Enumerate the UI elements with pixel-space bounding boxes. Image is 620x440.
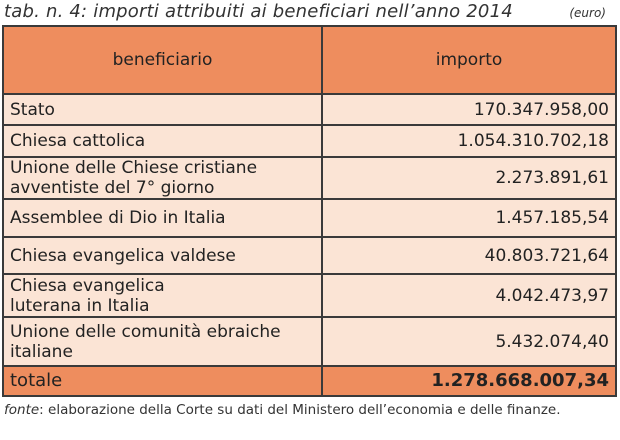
amount: 5.432.074,40 xyxy=(321,316,617,367)
header-beneficiary: beneficiario xyxy=(2,25,323,95)
beneficiaries-table: beneficiario importo Stato 170.347.958,00… xyxy=(2,25,617,397)
amount: 2.273.891,61 xyxy=(321,156,617,200)
beneficiary-name: Unione delle comunità ebraiche italiane xyxy=(2,316,323,367)
beneficiary-name: Stato xyxy=(2,93,323,126)
beneficiary-name: Chiesa evangelica luterana in Italia xyxy=(2,273,323,318)
table-row: Assemblee di Dio in Italia 1.457.185,54 xyxy=(2,198,617,238)
amount: 40.803.721,64 xyxy=(321,236,617,275)
source-note: fonte: elaborazione della Corte su dati … xyxy=(4,401,608,419)
beneficiary-name: Chiesa evangelica valdese xyxy=(2,236,323,275)
table-row: Chiesa evangelica luterana in Italia 4.04… xyxy=(2,273,617,318)
source-label: fonte xyxy=(4,402,40,418)
amount: 4.042.473,97 xyxy=(321,273,617,318)
table-row: Unione delle comunità ebraiche italiane 5… xyxy=(2,316,617,367)
total-amount: 1.278.668.007,34 xyxy=(321,365,617,397)
total-label: totale xyxy=(2,365,323,397)
amount: 170.347.958,00 xyxy=(321,93,617,126)
amount: 1.054.310.702,18 xyxy=(321,124,617,158)
header-amount: importo xyxy=(321,25,617,95)
total-row: totale 1.278.668.007,34 xyxy=(2,365,617,397)
table-row: Chiesa evangelica valdese 40.803.721,64 xyxy=(2,236,617,275)
amount: 1.457.185,54 xyxy=(321,198,617,238)
beneficiary-name: Chiesa cattolica xyxy=(2,124,323,158)
table-row: Stato 170.347.958,00 xyxy=(2,93,617,126)
table-row: Unione delle Chiese cristiane avventiste… xyxy=(2,156,617,200)
unit-label: (euro) xyxy=(569,6,606,20)
beneficiary-name: Assemblee di Dio in Italia xyxy=(2,198,323,238)
table-row: Chiesa cattolica 1.054.310.702,18 xyxy=(2,124,617,158)
beneficiary-name: Unione delle Chiese cristiane avventiste… xyxy=(2,156,323,200)
table-title: tab. n. 4: importi attribuiti ai benefic… xyxy=(4,1,513,22)
header-row: beneficiario importo xyxy=(2,25,617,95)
source-text: : elaborazione della Corte su dati del M… xyxy=(39,402,561,418)
